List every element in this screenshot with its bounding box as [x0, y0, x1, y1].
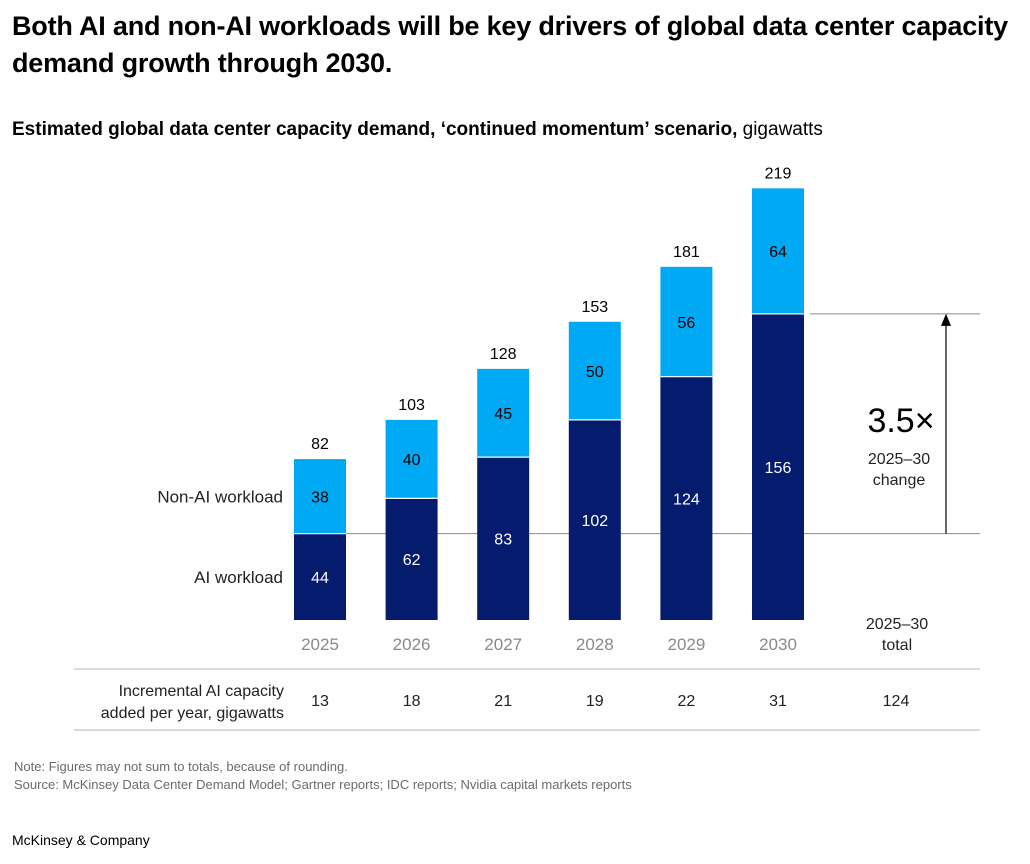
bar-ai-2029: [660, 376, 713, 620]
incremental-value-2030: 31: [769, 693, 787, 710]
label-total-2029: 181: [673, 244, 700, 261]
bar-ai-2026: [385, 498, 438, 620]
incremental-value-2025: 13: [311, 693, 329, 710]
x-tick-2027: 2027: [484, 635, 522, 654]
label-ai-2027: 83: [494, 532, 512, 549]
bar-nonai-2029: [660, 266, 713, 377]
bar-ai-2030: [752, 313, 804, 620]
label-nonai-2029: 56: [678, 315, 696, 332]
bar-ai-2028: [568, 419, 621, 620]
label-total-2027: 128: [490, 346, 517, 363]
incremental-value-2027: 21: [494, 693, 512, 710]
x-tick-2025: 2025: [301, 635, 339, 654]
label-ai-2025: 44: [311, 570, 329, 587]
label-nonai-2030: 64: [769, 244, 787, 261]
label-nonai-2028: 50: [586, 364, 604, 381]
bar-ai-2025: [294, 533, 346, 620]
label-total-2030: 219: [765, 165, 792, 182]
chart-subtitle: Estimated global data center capacity de…: [12, 117, 823, 143]
label-ai-2026: 62: [403, 552, 421, 569]
bar-nonai-2026: [385, 419, 438, 499]
label-total-2028: 153: [581, 299, 608, 316]
chart-note: Note: Figures may not sum to totals, bec…: [14, 759, 348, 774]
label-ai-2029: 124: [673, 491, 700, 508]
incremental-value-2026: 18: [403, 693, 421, 710]
total-header-line2: total: [882, 637, 912, 654]
incremental-label-line1: Incremental AI capacity: [119, 683, 284, 700]
bar-nonai-2027: [477, 368, 530, 458]
chart-title: Both AI and non-AI workloads will be key…: [12, 11, 1008, 78]
growth-multiplier: 3.5×: [867, 402, 934, 440]
bar-nonai-2028: [568, 321, 621, 420]
bar-nonai-2030: [752, 188, 804, 314]
incremental-label-line2: added per year, gigawatts: [101, 705, 284, 722]
label-total-2026: 103: [398, 397, 425, 414]
growth-arrow-head: [941, 313, 951, 326]
incremental-total: 124: [883, 693, 910, 710]
brand-logo-text: McKinsey & Company: [12, 832, 150, 848]
legend-ai-workload: AI workload: [194, 568, 283, 587]
bar-nonai-2025: [294, 459, 346, 534]
subtitle-main: Estimated global data center capacity de…: [12, 119, 738, 140]
bar-ai-2027: [477, 457, 530, 620]
total-header-line1: 2025–30: [866, 616, 928, 633]
stacked-bar-chart: 44 38 82 2025 13 62 40 103 2026 18 83 45 128 2027 21 10…: [74, 165, 980, 731]
label-ai-2028: 102: [581, 513, 608, 530]
label-nonai-2027: 45: [494, 406, 512, 423]
growth-label-line1: 2025–30: [868, 451, 930, 468]
growth-label-line2: change: [873, 472, 926, 489]
incremental-value-2028: 19: [586, 693, 604, 710]
x-tick-2028: 2028: [576, 635, 614, 654]
x-tick-2030: 2030: [759, 635, 797, 654]
x-tick-2029: 2029: [667, 635, 705, 654]
label-nonai-2025: 38: [311, 489, 329, 506]
chart-source: Source: McKinsey Data Center Demand Mode…: [14, 777, 632, 792]
legend-nonai-workload: Non-AI workload: [157, 487, 283, 506]
incremental-value-2029: 22: [678, 693, 696, 710]
label-ai-2030: 156: [765, 460, 792, 477]
label-nonai-2026: 40: [403, 452, 421, 469]
x-tick-2026: 2026: [393, 635, 431, 654]
label-total-2025: 82: [311, 436, 329, 453]
subtitle-unit: gigawatts: [742, 119, 823, 140]
